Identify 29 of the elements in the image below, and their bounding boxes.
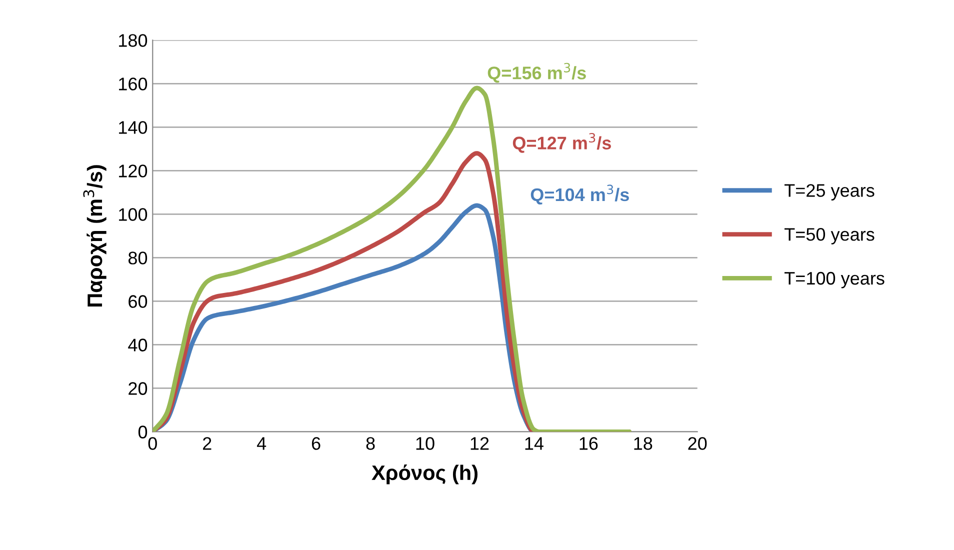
y-tick-label: 120	[119, 164, 148, 178]
y-tick-label: 180	[119, 34, 148, 47]
x-axis-title: Χρόνος (h)	[372, 464, 478, 484]
y-tick-label: 160	[119, 78, 148, 90]
y-axis-title: Παροχή (m$^{3}$/s)	[83, 165, 106, 307]
x-tick-label: 16	[580, 437, 598, 450]
y-tick-label: 40	[128, 338, 148, 352]
annotation: Q=156 m$^{3}$/s	[488, 62, 586, 83]
x-tick-label: 14	[525, 437, 544, 450]
y-tick-label: 100	[119, 208, 148, 221]
annotation: Q=127 m$^{3}$/s	[512, 132, 611, 153]
x-tick-label: 0	[148, 437, 157, 450]
y-tick-label: 20	[128, 382, 148, 395]
y-tick-label: 0	[138, 426, 148, 438]
x-tick-label: 8	[366, 437, 375, 450]
annotation: Q=104 m$^{3}$/s	[530, 184, 629, 205]
x-tick-label: 4	[256, 437, 266, 450]
legend-label: T=25 years	[784, 184, 874, 200]
x-tick-label: 6	[312, 437, 320, 450]
legend-label: T=50 years	[784, 228, 874, 244]
x-tick-label: 2	[203, 437, 212, 450]
legend-label: T=100 years	[784, 272, 884, 288]
x-tick-label: 20	[688, 437, 707, 450]
y-tick-label: 60	[128, 295, 148, 308]
x-tick-label: 10	[416, 437, 434, 450]
x-tick-label: 18	[634, 437, 652, 450]
y-tick-label: 80	[128, 252, 148, 264]
y-tick-label: 140	[119, 121, 148, 134]
x-tick-label: 12	[470, 437, 489, 450]
